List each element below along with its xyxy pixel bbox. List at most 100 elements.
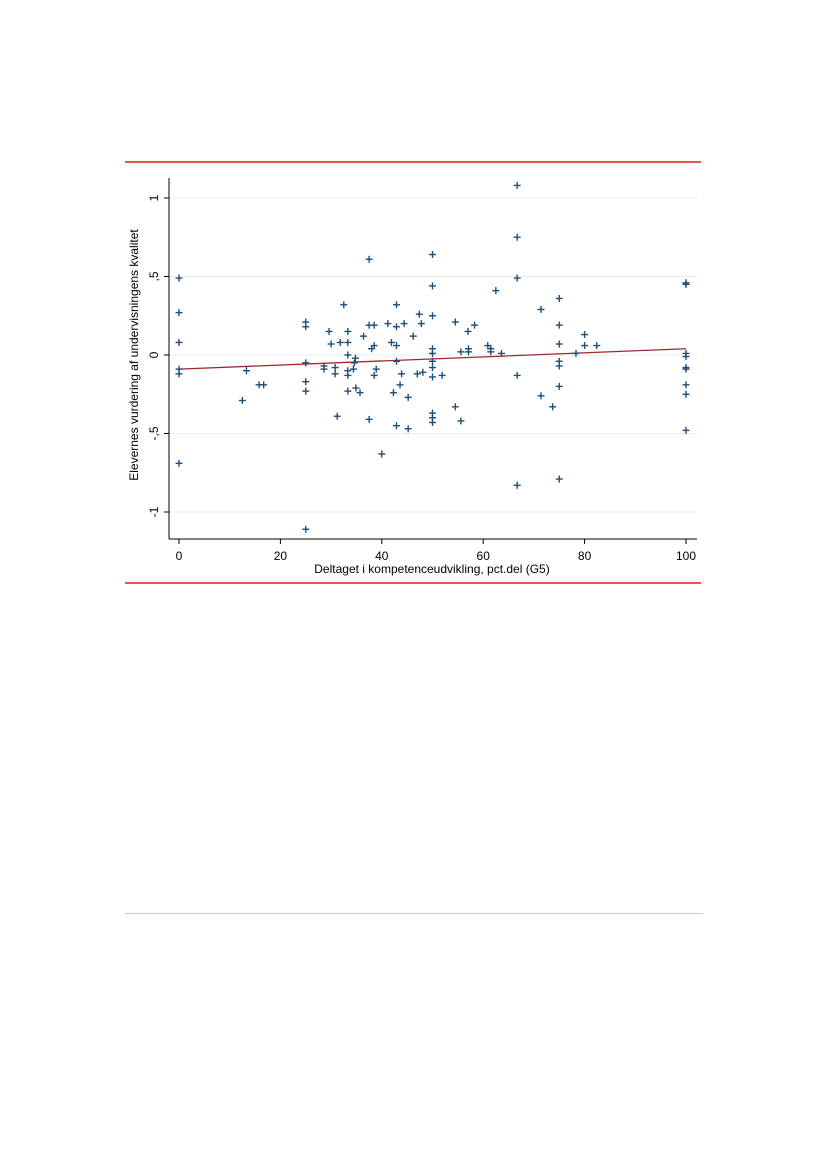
data-point [581,342,589,350]
data-point [398,370,406,378]
data-point [351,354,359,362]
data-point [360,332,368,340]
data-point [302,359,310,367]
data-point [429,373,436,381]
data-point [400,320,408,328]
data-point [555,321,563,329]
data-point [413,370,421,378]
data-point [513,371,521,379]
data-point [336,338,344,346]
data-point [429,419,436,427]
data-point [513,181,521,189]
data-point [457,417,465,425]
data-point [349,365,357,373]
data-point [429,349,436,357]
x-tick-label-1: 20 [274,549,288,563]
data-point [682,381,690,389]
x-tick-label-0: 0 [176,549,183,563]
data-point [238,397,246,405]
data-point [352,384,360,392]
data-point [464,327,472,335]
data-point [372,365,380,373]
points-layer [175,181,690,533]
data-point [593,342,601,350]
data-point [344,338,352,346]
data-point [555,382,563,390]
data-point [378,450,386,458]
data-point [175,274,183,282]
data-point [417,320,425,328]
data-point [451,318,459,326]
data-point [497,349,505,357]
data-point [537,305,545,313]
data-point [175,459,183,467]
x-tick-label-4: 80 [578,549,592,563]
data-point [457,348,465,356]
data-point [555,294,563,302]
data-point [370,321,378,329]
data-point [302,525,310,533]
data-point [484,342,492,350]
data-point [344,371,352,379]
footer-rule [125,913,703,914]
data-point [320,365,328,373]
y-ticks: -1 -,5 0 ,5 1 [147,194,169,517]
data-point [365,415,373,423]
data-point [340,301,348,309]
data-point [396,381,404,389]
y-tick-label-2: 0 [147,351,161,358]
data-point [555,340,563,348]
data-point [572,349,580,357]
data-point [682,426,690,434]
data-point [350,359,358,367]
data-point [419,368,427,376]
data-point [384,320,392,328]
top-rule [125,161,701,163]
x-ticks: 0 20 40 60 80 100 [176,539,696,563]
data-point [393,357,401,365]
data-point [404,393,412,401]
data-point [682,390,690,398]
data-point [404,425,412,433]
data-point [302,323,310,331]
data-point [393,342,401,350]
data-point [429,357,436,365]
data-point [682,353,690,361]
data-point [487,348,495,356]
data-point [302,387,310,395]
data-point [537,392,545,400]
data-point [549,403,557,411]
y-tick-label-3: ,5 [147,271,161,281]
x-tick-label-5: 100 [676,549,696,563]
data-point [581,331,589,339]
axes [168,178,697,540]
data-point [393,323,401,331]
data-point [331,370,339,378]
data-point [331,364,339,372]
data-point [175,370,183,378]
data-point [451,403,459,411]
data-point [415,310,423,318]
data-point [344,387,352,395]
data-point [464,348,472,356]
data-point [260,381,268,389]
data-point [682,280,690,288]
data-point [471,321,479,329]
data-point [302,378,310,386]
data-point [344,351,352,359]
grid [170,197,697,513]
data-point [325,327,333,335]
data-point [429,251,436,259]
data-point [513,274,521,282]
data-point [393,301,401,309]
data-point [513,233,521,241]
data-point [429,364,436,372]
data-point [409,332,417,340]
data-point [682,365,690,373]
data-point [429,312,436,320]
x-tick-label-3: 60 [477,549,491,563]
data-point [389,389,397,397]
data-point [242,367,250,375]
y-tick-label-0: -1 [147,506,161,517]
data-point [393,422,401,430]
